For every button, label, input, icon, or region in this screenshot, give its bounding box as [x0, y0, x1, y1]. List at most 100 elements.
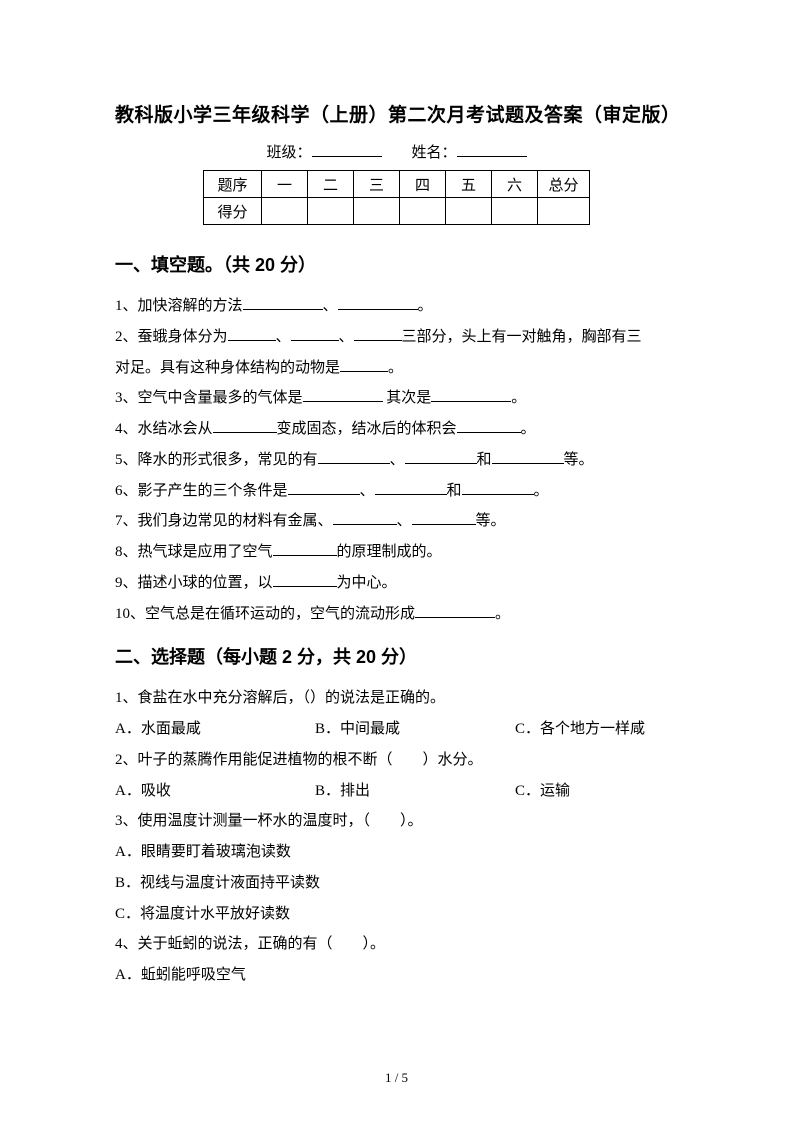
blank[interactable] — [462, 481, 534, 495]
cell-header: 题序 — [204, 171, 262, 198]
blank[interactable] — [303, 388, 383, 402]
blank[interactable] — [375, 481, 447, 495]
table-row: 题序 一 二 三 四 五 六 总分 — [204, 171, 590, 198]
option-a: A．吸收 — [115, 776, 315, 807]
q-text: 。 — [495, 606, 510, 622]
option-c: C．各个地方一样咸 — [515, 714, 678, 745]
option-c: C．运输 — [515, 776, 678, 807]
q-text: 对足。具有这种身体结构的动物是 — [115, 360, 340, 376]
class-blank[interactable] — [312, 143, 382, 157]
cell-header: 五 — [446, 171, 492, 198]
blank[interactable] — [415, 604, 495, 618]
q-text: 。 — [418, 298, 433, 314]
q-text: 。 — [534, 483, 549, 499]
question-10: 10、空气总是在循环运动的，空气的流动形成 。 — [115, 599, 678, 630]
name-blank[interactable] — [457, 143, 527, 157]
q-text: 3、空气中含量最多的气体是 — [115, 390, 303, 406]
cell-score[interactable] — [308, 198, 354, 225]
q-text: 2、蚕蛾身体分为 — [115, 329, 228, 345]
question-3: 3、空气中含量最多的气体是 其次是 。 — [115, 383, 678, 414]
blank[interactable] — [273, 573, 337, 587]
question-5: 5、降水的形式很多，常见的有 、 和 等。 — [115, 445, 678, 476]
option-a: A．眼睛要盯着玻璃泡读数 — [115, 837, 678, 868]
question-2: 2、蚕蛾身体分为 、 、 三部分，头上有一对触角，胸部有三 — [115, 322, 678, 353]
cell-score[interactable] — [354, 198, 400, 225]
table-row: 得分 — [204, 198, 590, 225]
blank[interactable] — [354, 327, 402, 341]
blank[interactable] — [288, 481, 360, 495]
page-footer: 1 / 5 — [0, 1070, 793, 1086]
blank[interactable] — [457, 419, 521, 433]
blank[interactable] — [228, 327, 276, 341]
name-label: 姓名： — [412, 145, 457, 161]
blank[interactable] — [213, 419, 277, 433]
section-1-title: 一、填空题。（共 20 分） — [115, 251, 678, 277]
blank[interactable] — [492, 450, 564, 464]
option-a: A．水面最咸 — [115, 714, 315, 745]
blank[interactable] — [431, 388, 511, 402]
q-text: 为中心。 — [337, 575, 397, 591]
option-c: C．将温度计水平放好读数 — [115, 899, 678, 930]
q-text: 7、我们身边常见的材料有金属、 — [115, 513, 333, 529]
q-text: 等。 — [476, 513, 506, 529]
score-table: 题序 一 二 三 四 五 六 总分 得分 — [203, 170, 590, 225]
option-b: B．排出 — [315, 776, 515, 807]
q-text: 等。 — [564, 452, 594, 468]
option-b: B．中间最咸 — [315, 714, 515, 745]
choice-3-stem: 3、使用温度计测量一杯水的温度时，（ ）。 — [115, 806, 678, 837]
cell-header: 三 — [354, 171, 400, 198]
blank[interactable] — [340, 358, 388, 372]
question-6: 6、影子产生的三个条件是、和。 — [115, 476, 678, 507]
cell-score[interactable] — [538, 198, 590, 225]
blank[interactable] — [338, 296, 418, 310]
blank[interactable] — [318, 450, 390, 464]
cell-score-label: 得分 — [204, 198, 262, 225]
q-text: 10、空气总是在循环运动的，空气的流动形成 — [115, 606, 415, 622]
class-name-line: 班级： 姓名： — [115, 141, 678, 162]
choice-2-options: A．吸收 B．排出 C．运输 — [115, 776, 678, 807]
section-2-title: 二、选择题（每小题 2 分，共 20 分） — [115, 643, 678, 669]
cell-score[interactable] — [446, 198, 492, 225]
q-text: 。 — [388, 360, 403, 376]
blank[interactable] — [333, 511, 397, 525]
question-9: 9、描述小球的位置，以为中心。 — [115, 568, 678, 599]
q-text: 、 — [390, 452, 405, 468]
q-text: 和 — [447, 483, 462, 499]
cell-score[interactable] — [262, 198, 308, 225]
cell-score[interactable] — [400, 198, 446, 225]
q-text: 三部分，头上有一对触角，胸部有三 — [402, 329, 642, 345]
blank[interactable] — [243, 296, 323, 310]
cell-header: 六 — [492, 171, 538, 198]
choice-1-options: A．水面最咸 B．中间最咸 C．各个地方一样咸 — [115, 714, 678, 745]
option-a: A．蚯蚓能呼吸空气 — [115, 960, 678, 991]
cell-score[interactable] — [492, 198, 538, 225]
q-text: 的原理制成的。 — [337, 544, 442, 560]
blank[interactable] — [405, 450, 477, 464]
cell-header: 四 — [400, 171, 446, 198]
q-text: 1、加快溶解的方法 — [115, 298, 243, 314]
class-label: 班级： — [266, 145, 311, 161]
q-text: 4、水结冰会从 — [115, 421, 213, 437]
blank[interactable] — [412, 511, 476, 525]
question-7: 7、我们身边常见的材料有金属、 、 等。 — [115, 506, 678, 537]
choice-1-stem: 1、食盐在水中充分溶解后，（）的说法是正确的。 — [115, 683, 678, 714]
question-1: 1、加快溶解的方法 、 。 — [115, 291, 678, 322]
q-text: 6、影子产生的三个条件是 — [115, 483, 288, 499]
q-text: 、 — [276, 329, 291, 345]
q-text: 。 — [511, 390, 526, 406]
q-text: 、 — [397, 513, 412, 529]
cell-header: 二 — [308, 171, 354, 198]
q-text: 和 — [477, 452, 492, 468]
choice-4-stem: 4、关于蚯蚓的说法，正确的有（ ）。 — [115, 929, 678, 960]
blank[interactable] — [291, 327, 339, 341]
q-text: 。 — [521, 421, 536, 437]
question-4: 4、水结冰会从 变成固态，结冰后的体积会 。 — [115, 414, 678, 445]
q-text: 、 — [323, 298, 338, 314]
blank[interactable] — [273, 542, 337, 556]
q-text: 5、降水的形式很多，常见的有 — [115, 452, 318, 468]
q-text: 变成固态，结冰后的体积会 — [277, 421, 457, 437]
choice-2-stem: 2、叶子的蒸腾作用能促进植物的根不断（ ）水分。 — [115, 745, 678, 776]
q-text: 、 — [339, 329, 354, 345]
doc-title: 教科版小学三年级科学（上册）第二次月考试题及答案（审定版） — [115, 100, 678, 127]
q-text: 其次是 — [386, 390, 431, 406]
